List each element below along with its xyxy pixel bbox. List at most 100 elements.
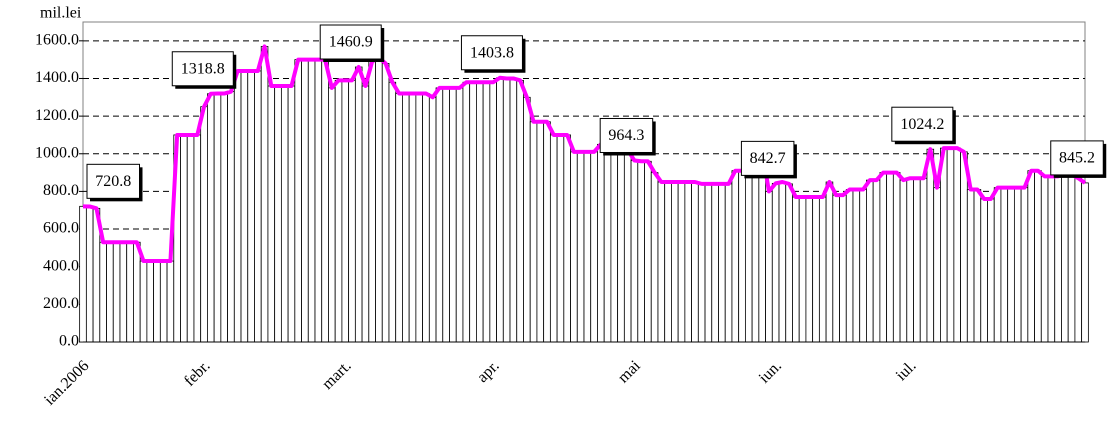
y-tick-label: 1200.0	[35, 107, 79, 124]
bar	[570, 151, 578, 343]
bar	[375, 57, 383, 343]
bar	[677, 181, 686, 343]
x-tick-label: iun.	[756, 357, 785, 386]
bar	[778, 181, 787, 343]
bar	[859, 189, 867, 343]
bar	[872, 179, 881, 343]
bar	[718, 183, 726, 343]
bar	[523, 96, 531, 343]
bar	[798, 196, 807, 343]
y-tick-label: 400.0	[43, 257, 79, 274]
bar	[913, 177, 921, 343]
bar	[617, 149, 625, 343]
bar	[1054, 175, 1062, 343]
bar	[610, 149, 619, 343]
y-tick-label: 0.0	[59, 333, 79, 350]
bar	[489, 81, 497, 343]
data-label: 845.2	[1059, 150, 1095, 167]
bar	[106, 241, 114, 343]
bar	[892, 172, 901, 343]
bar	[933, 187, 941, 343]
bar	[85, 206, 94, 343]
bar	[482, 81, 491, 343]
bar	[845, 189, 854, 343]
bar	[644, 160, 652, 343]
label-box	[1050, 140, 1104, 176]
bar	[462, 81, 471, 343]
bar	[839, 194, 847, 343]
bar	[301, 59, 309, 343]
bar	[449, 87, 457, 343]
bar	[1074, 177, 1083, 343]
y-tick-label: 1000.0	[35, 144, 79, 161]
bar	[1034, 170, 1042, 343]
bar	[953, 147, 961, 343]
bar	[1067, 174, 1076, 343]
bar	[133, 241, 141, 343]
bar	[738, 170, 746, 343]
bar	[1040, 175, 1049, 343]
bar	[166, 260, 175, 343]
bar	[583, 151, 592, 343]
bar	[502, 78, 511, 343]
bar	[657, 181, 666, 343]
bar	[818, 196, 827, 343]
bar	[408, 93, 417, 343]
data-label: 1024.2	[900, 116, 944, 133]
y-tick-label: 200.0	[43, 295, 79, 312]
bar	[805, 196, 814, 343]
bar	[280, 85, 289, 343]
bar	[354, 66, 363, 343]
bar	[469, 81, 477, 343]
bar	[825, 181, 834, 343]
bar	[980, 198, 988, 343]
bar	[529, 121, 538, 343]
bar	[549, 134, 558, 343]
bar	[792, 196, 800, 343]
bar	[684, 181, 692, 343]
bar	[765, 191, 773, 343]
bar	[993, 187, 1002, 343]
data-label: 720.8	[95, 173, 131, 190]
bar	[260, 46, 269, 343]
bar	[435, 87, 444, 343]
bar	[274, 85, 282, 343]
bar	[812, 196, 820, 343]
bar	[415, 93, 424, 343]
bar	[731, 170, 740, 343]
bar	[697, 183, 706, 343]
bar	[395, 93, 403, 343]
label-box	[460, 35, 523, 71]
bar	[153, 260, 161, 343]
bar	[1061, 174, 1069, 343]
label-box	[319, 24, 382, 60]
bar	[536, 121, 545, 343]
bar	[576, 151, 585, 343]
label-box	[891, 106, 954, 142]
label-box	[86, 163, 140, 199]
bar	[691, 181, 699, 343]
bar	[623, 149, 632, 343]
bar	[180, 134, 188, 343]
data-label: 964.3	[608, 127, 644, 144]
bar	[139, 260, 148, 343]
bar	[455, 87, 464, 343]
x-tick-label: apr.	[474, 357, 503, 386]
bar	[321, 59, 329, 343]
bar	[240, 70, 249, 343]
data-label: 842.7	[750, 150, 786, 167]
bar	[516, 79, 524, 343]
bar	[402, 93, 410, 343]
bar	[960, 151, 968, 343]
bar	[200, 106, 208, 343]
bar	[879, 172, 888, 343]
bar	[220, 93, 228, 343]
x-tick-label: febr.	[181, 357, 213, 389]
bar	[294, 59, 302, 343]
bar	[509, 78, 518, 343]
bar	[247, 70, 255, 343]
bar	[744, 170, 753, 343]
bar	[254, 70, 262, 343]
data-label: 1318.8	[181, 60, 225, 77]
bar	[442, 87, 450, 343]
